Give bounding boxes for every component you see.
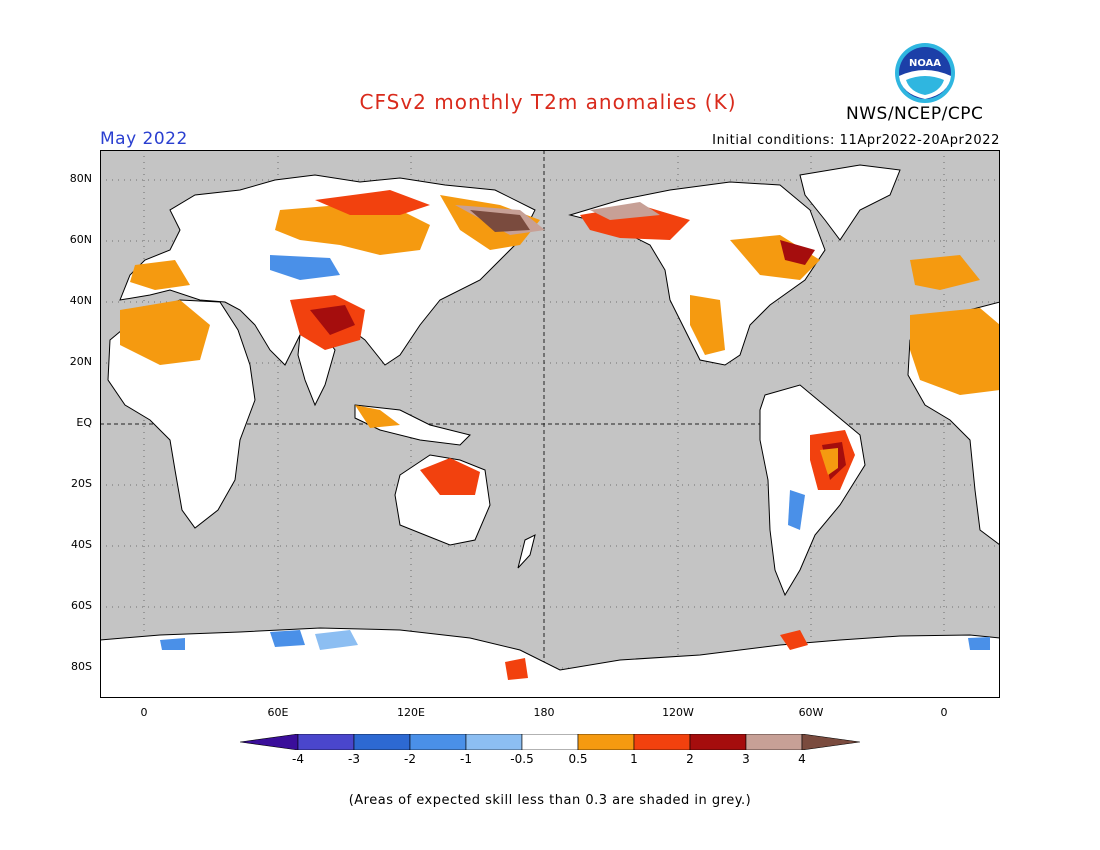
lon-label-120e: 120E <box>397 706 425 719</box>
svg-text:NOAA: NOAA <box>909 58 941 69</box>
lon-label-0-east: 0 <box>940 706 948 719</box>
colorbar-label: 1 <box>630 752 638 766</box>
colorbar-label: -0.5 <box>510 752 534 766</box>
agency-label: NWS/NCEP/CPC <box>846 104 984 124</box>
lat-label-60n: 60N <box>69 233 92 246</box>
colorbar-arrow-low <box>240 734 299 750</box>
lat-label-20s: 20S <box>71 477 92 490</box>
lat-label-40s: 40S <box>71 538 92 551</box>
initial-conditions: Initial conditions: 11Apr2022-20Apr2022 <box>712 133 1000 148</box>
colorbar-segment <box>409 734 467 750</box>
colorbar-arrow-high <box>801 734 860 750</box>
colorbar-segment <box>465 734 523 750</box>
map-title: CFSv2 monthly T2m anomalies (K) <box>359 90 737 114</box>
colorbar-segment <box>633 734 691 750</box>
lat-label-80s: 80S <box>71 660 92 673</box>
anomaly-map <box>100 150 1000 698</box>
colorbar-segment <box>521 734 579 750</box>
colorbar-label: -4 <box>292 752 304 766</box>
colorbar-segment <box>353 734 411 750</box>
colorbar-label: 3 <box>742 752 750 766</box>
colorbar <box>240 734 860 750</box>
lon-label-0-west: 0 <box>140 706 148 719</box>
lat-label-80n: 80N <box>69 172 92 185</box>
lon-label-60w: 60W <box>798 706 824 719</box>
colorbar-label: 0.5 <box>568 752 588 766</box>
colorbar-label: -2 <box>404 752 416 766</box>
new-zealand <box>517 534 536 569</box>
lat-label-60s: 60S <box>71 599 92 612</box>
lat-label-40n: 40N <box>69 294 92 307</box>
colorbar-label: -1 <box>460 752 472 766</box>
anomaly-shading <box>120 190 1000 680</box>
lat-label-20n: 20N <box>69 355 92 368</box>
lon-label-120w: 120W <box>662 706 694 719</box>
colorbar-segment <box>745 734 803 750</box>
colorbar-segment <box>577 734 635 750</box>
noaa-logo-icon: NOAA <box>895 43 955 103</box>
skill-footnote: (Areas of expected skill less than 0.3 a… <box>348 793 752 808</box>
colorbar-segment <box>689 734 747 750</box>
forecast-month: May 2022 <box>100 129 188 149</box>
lon-label-180: 180 <box>533 706 555 719</box>
lon-label-60e: 60E <box>267 706 289 719</box>
colorbar-label: 4 <box>798 752 806 766</box>
colorbar-label: 2 <box>686 752 694 766</box>
colorbar-segment <box>297 734 355 750</box>
lat-label-eq: EQ <box>76 416 92 429</box>
greenland <box>799 164 901 241</box>
colorbar-label: -3 <box>348 752 360 766</box>
